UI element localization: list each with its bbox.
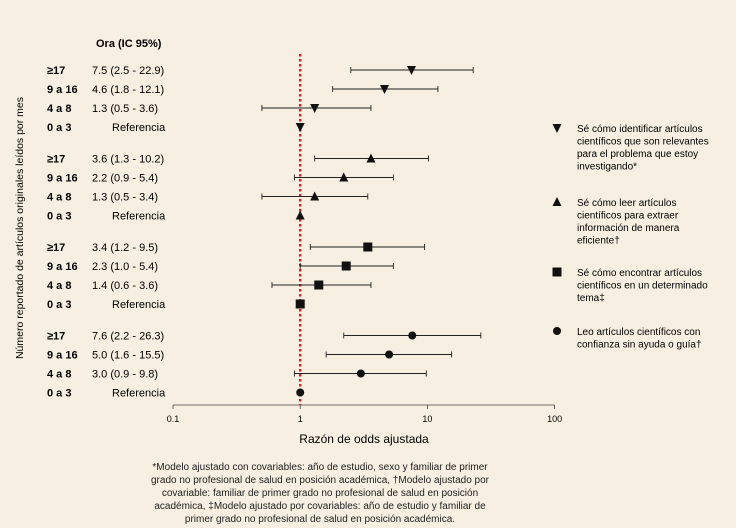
row-reference-label: Referencia: [112, 299, 166, 311]
row-ci-text: 3.4 (1.2 - 9.5): [92, 242, 158, 254]
legend-text: Sé cómo encontrar artículos: [577, 268, 702, 279]
legend-text: para el problema que estoy: [577, 149, 698, 160]
row-category-label: 9 a 16: [47, 84, 78, 96]
point-marker: [356, 369, 365, 378]
legend-marker-triangle-up: [552, 197, 562, 206]
point-marker: [366, 153, 376, 163]
row-category-label: 0 a 3: [47, 388, 71, 400]
legend-marker-circle: [553, 327, 561, 335]
point-marker: [295, 123, 305, 132]
point-marker: [341, 261, 351, 271]
footnote: *Modelo ajustado con covariables: año de…: [150, 462, 489, 525]
point-marker: [295, 299, 305, 309]
row-category-label: 0 a 3: [47, 211, 71, 223]
legend-text: Sé cómo identificar artículos: [577, 124, 703, 135]
legend-text: tema‡: [577, 293, 605, 304]
row-category-label: 9 a 16: [47, 350, 78, 362]
x-tick-label: 0.1: [167, 414, 180, 424]
point-marker: [363, 242, 373, 252]
y-axis-label: Número reportado de artículos originales…: [14, 97, 26, 359]
point-marker: [310, 191, 320, 201]
row-ci-text: 2.3 (1.0 - 5.4): [92, 261, 158, 273]
point-marker: [295, 210, 305, 220]
row-ci-text: 3.0 (0.9 - 9.8): [92, 369, 158, 381]
x-tick-label: 10: [422, 414, 432, 424]
legend-text: Leo artículos científicos con: [577, 327, 700, 338]
row-category-label: 4 a 8: [47, 369, 71, 381]
row-reference-label: Referencia: [112, 122, 166, 134]
row-category-label: 4 a 8: [47, 103, 71, 115]
row-category-label: ≥17: [47, 65, 65, 77]
table-header: Ora (IC 95%): [96, 38, 162, 50]
row-ci-text: 4.6 (1.8 - 12.1): [92, 84, 164, 96]
row-ci-text: 7.6 (2.2 - 26.3): [92, 331, 164, 343]
row-ci-text: 7.5 (2.5 - 22.9): [92, 65, 164, 77]
point-marker: [310, 104, 320, 113]
row-category-label: 4 a 8: [47, 192, 71, 204]
legend-text: información de manera: [577, 223, 680, 234]
x-tick-label: 1: [298, 414, 303, 424]
row-category-label: ≥17: [47, 331, 65, 343]
x-tick-label: 100: [547, 414, 562, 424]
row-category-label: 4 a 8: [47, 280, 71, 292]
row-ci-text: 1.3 (0.5 - 3.6): [92, 103, 158, 115]
point-marker: [408, 331, 417, 340]
row-category-label: ≥17: [47, 242, 65, 254]
legend-text: científicos que son relevantes: [577, 137, 709, 148]
point-marker: [407, 66, 417, 75]
row-category-label: ≥17: [47, 154, 65, 166]
legend-text: confianza sin ayuda o guía†: [577, 340, 702, 351]
row-ci-text: 5.0 (1.6 - 15.5): [92, 350, 164, 362]
row-ci-text: 3.6 (1.3 - 10.2): [92, 154, 164, 166]
legend-text: eficiente†: [577, 236, 620, 247]
row-reference-label: Referencia: [112, 211, 166, 223]
row-ci-text: 1.3 (0.5 - 3.4): [92, 192, 158, 204]
row-ci-text: 2.2 (0.9 - 5.4): [92, 173, 158, 185]
legend-marker-triangle-down: [552, 124, 562, 133]
row-reference-label: Referencia: [112, 388, 166, 400]
point-marker: [314, 280, 324, 290]
point-marker: [296, 388, 305, 397]
point-marker: [380, 85, 390, 94]
legend-text: Sé cómo leer artículos: [577, 198, 677, 209]
point-marker: [339, 172, 349, 182]
legend-text: científicos en un determinado: [577, 281, 708, 292]
row-category-label: 9 a 16: [47, 173, 78, 185]
x-axis-label: Razón de odds ajustada: [299, 432, 429, 446]
legend-marker-square: [552, 267, 562, 277]
row-category-label: 0 a 3: [47, 299, 71, 311]
row-category-label: 9 a 16: [47, 261, 78, 273]
row-category-label: 0 a 3: [47, 122, 71, 134]
row-ci-text: 1.4 (0.6 - 3.6): [92, 280, 158, 292]
plot-area: 0.1 1 10 100 ≥17 7.5 (2.5 - 22.9) 9 a 16 4.6 (1…: [47, 54, 709, 424]
point-marker: [385, 350, 394, 359]
legend-text: científicos para extraer: [577, 211, 679, 222]
legend-text: investigando*: [577, 162, 637, 173]
